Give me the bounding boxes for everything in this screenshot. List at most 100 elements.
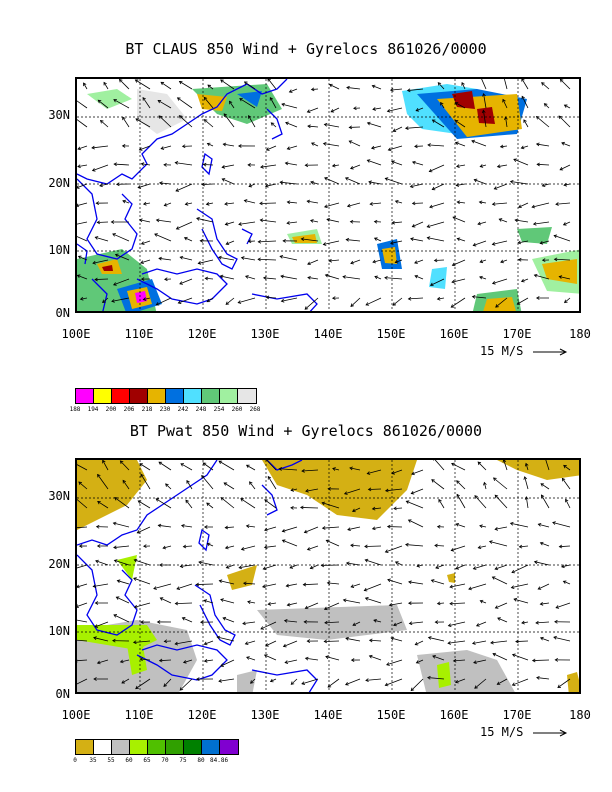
wind-vector-head [93, 636, 97, 640]
wind-vector-head [408, 621, 413, 626]
wind-vector-head [539, 240, 544, 245]
wind-vector [521, 145, 529, 149]
wind-vector-head [178, 115, 183, 119]
wind-vector-head [492, 652, 497, 657]
wind-vector [220, 659, 235, 667]
wind-vector-head [240, 498, 244, 502]
wind-vector [365, 559, 382, 566]
wind-vector-head [386, 524, 391, 529]
wind-vector [450, 602, 466, 605]
wind-vector-head [429, 204, 433, 209]
wind-vector [223, 482, 235, 490]
wind-vector-head [163, 162, 167, 167]
wind-vector [322, 502, 340, 509]
wind-vector [305, 602, 319, 609]
wind-vector [503, 460, 508, 471]
wind-vector-head [468, 586, 472, 591]
wind-vector-head [160, 81, 165, 86]
wind-vector-head [473, 660, 477, 665]
wind-vector [347, 202, 361, 207]
wind-vector [111, 297, 130, 302]
wind-vector-head [113, 545, 117, 550]
wind-vector [521, 621, 529, 624]
wind-vector [392, 221, 403, 224]
wind-vector [493, 477, 508, 490]
wind-vector-head [310, 180, 314, 185]
wind-vector [410, 183, 424, 188]
wind-vector [457, 201, 466, 204]
wind-vector-head [374, 275, 379, 280]
top-lat-label-30n: 30N [48, 108, 70, 122]
colorbar-tick-label: 84.86 [210, 757, 229, 764]
wind-vector-head [491, 242, 496, 246]
wind-vector-head [537, 522, 542, 527]
wind-vector-head [410, 490, 415, 495]
wind-vector-head [557, 684, 561, 688]
wind-vector-head [140, 620, 144, 624]
wind-vector [538, 523, 550, 528]
wind-vector-head [496, 164, 501, 169]
colorbar-tick-label: 260 [231, 406, 243, 413]
wind-vector [372, 507, 382, 510]
wind-vector-head [533, 560, 538, 565]
wind-vector-head [257, 257, 261, 262]
wind-vector-head [94, 277, 98, 282]
wind-vector-head [206, 502, 210, 507]
wind-vector [559, 276, 571, 280]
wind-vector-head [179, 281, 183, 285]
wind-vector [329, 259, 340, 262]
wind-vector [414, 259, 424, 264]
wind-vector [301, 238, 319, 242]
wind-vector-head [220, 663, 224, 667]
wind-vector [304, 297, 319, 310]
wind-vector-head [563, 464, 567, 469]
wind-vector [371, 145, 382, 149]
wind-vector-head [133, 558, 138, 563]
wind-vector-head [269, 96, 274, 101]
wind-vector-head [140, 162, 145, 166]
wind-vector-head [182, 660, 187, 664]
wind-vector-head [563, 104, 568, 108]
wind-vector [346, 562, 361, 566]
wind-vector [472, 640, 487, 644]
wind-vector-head [175, 226, 180, 230]
wind-vector-head [162, 545, 167, 550]
top-lon-label-180: 180 [569, 327, 591, 341]
wind-vector [119, 79, 130, 90]
wind-vector-head [279, 180, 284, 185]
bottom-lon-label-100e: 100E [61, 708, 91, 722]
wind-vector-head [262, 584, 266, 589]
wind-vector [245, 640, 256, 645]
wind-vector-head [541, 82, 545, 86]
wind-vector-head [516, 301, 521, 305]
wind-vector-head [471, 139, 475, 144]
wind-vector [434, 545, 445, 547]
wind-vector [555, 202, 571, 205]
wind-vector [285, 659, 298, 664]
wind-vector [440, 102, 445, 109]
wind-vector [515, 640, 529, 642]
wind-vector [120, 659, 130, 663]
colorbar-swatch [166, 740, 184, 754]
wind-vector-head [238, 222, 242, 226]
wind-vector-head [345, 682, 349, 686]
wind-vector [77, 464, 88, 471]
wind-vector-head [306, 109, 311, 113]
wind-vector [412, 202, 424, 204]
colorbar-tick-label: 70 [161, 757, 169, 764]
colorbar-swatch [130, 389, 148, 403]
wind-vector-head [511, 653, 516, 658]
wind-vector-head [561, 564, 565, 569]
wind-vector [483, 482, 487, 490]
wind-vector-head [224, 201, 228, 206]
wind-vector-head [562, 222, 567, 226]
wind-vector-head [158, 256, 162, 261]
wind-vector [494, 183, 508, 190]
wind-vector [510, 181, 529, 185]
wind-vector-head [309, 219, 314, 223]
wind-vector [324, 123, 340, 128]
wind-vector-head [513, 158, 517, 162]
wind-vector [350, 544, 361, 547]
wind-vector-head [353, 106, 357, 111]
wind-vector-head [77, 274, 81, 278]
